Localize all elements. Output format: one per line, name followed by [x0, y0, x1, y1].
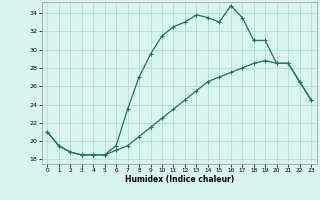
- X-axis label: Humidex (Indice chaleur): Humidex (Indice chaleur): [124, 175, 234, 184]
